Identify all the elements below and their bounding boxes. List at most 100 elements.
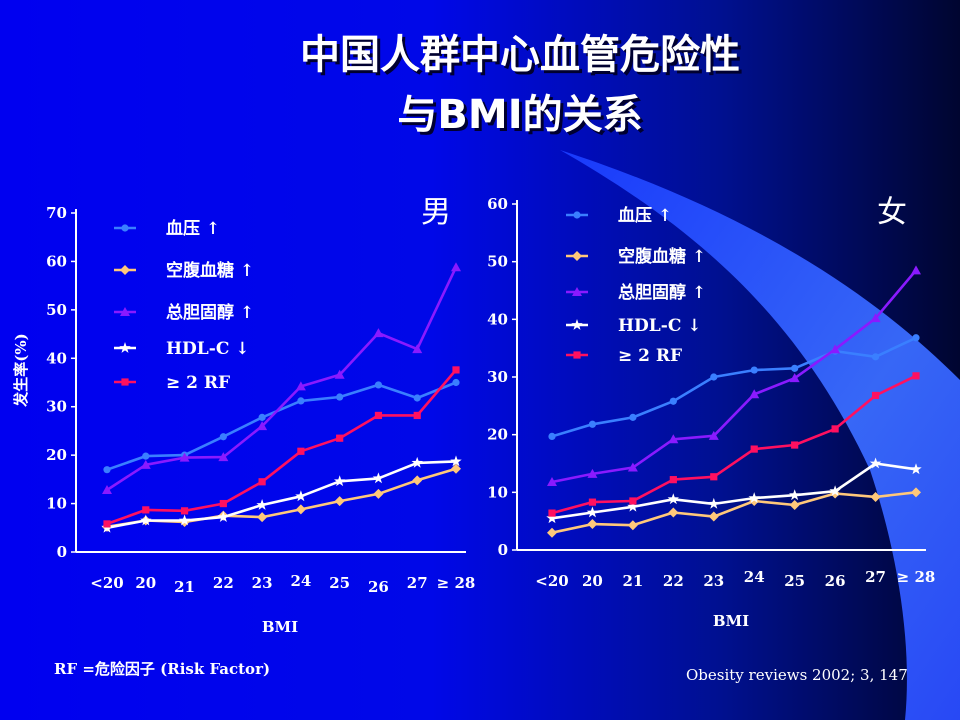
data-point [870,491,881,502]
data-point [791,364,799,372]
data-point [374,411,383,420]
data-point [102,485,112,495]
x-category-label: 27 [407,574,428,592]
data-point [336,434,344,442]
y-tick-label: 10 [487,483,508,501]
data-point [372,472,385,484]
y-tick-label: 40 [487,310,508,328]
x-category-label: 23 [703,572,724,590]
data-point [217,511,229,522]
data-point [667,493,679,505]
x-axis-title: BMI [262,618,298,636]
x-category-label: ≥ 28 [437,574,476,592]
x-category-label: 24 [290,572,311,590]
slide-title-line2: 与BMI的关系 [397,92,643,138]
data-point [103,466,111,474]
x-category-label: 20 [135,574,156,592]
data-point [911,487,921,498]
data-point [374,381,383,389]
legend-label: 空腹血糖 ↑ [618,246,706,267]
data-point [789,373,800,383]
legend-label: ≥ 2 RF [618,346,682,366]
data-point [548,509,556,517]
data-point [669,397,677,405]
legend-marker [573,351,581,359]
x-category-label: 26 [825,572,846,590]
data-point [336,393,344,401]
data-point [334,475,346,487]
legend-marker [121,378,129,386]
data-point [258,413,266,421]
data-point [258,478,266,486]
data-point [452,378,460,387]
legend-marker [572,251,582,261]
y-tick-label: 0 [57,543,67,561]
legend-marker [120,265,130,275]
data-point [334,496,345,507]
footnote-citation: Obesity reviews 2002; 3, 147 [686,666,908,684]
data-point [412,475,423,486]
data-point [140,459,151,469]
data-point [257,421,268,431]
x-category-label: 20 [582,572,603,590]
legend-label: HDL-C ↓ [618,316,702,336]
legend-marker [573,211,581,219]
series-line [551,374,917,515]
x-category-label: <20 [535,572,568,590]
y-tick-label: 30 [487,368,508,386]
legend-label: ≥ 2 RF [166,373,230,393]
x-category-label: 24 [744,568,765,586]
footnote-risk-factor: RF =危险因子 (Risk Factor) [54,660,271,678]
data-point [587,468,598,478]
data-point [373,488,384,499]
data-point [791,441,799,449]
y-tick-label: 50 [46,301,67,319]
legend-label: 血压 ↑ [618,205,672,226]
legend-marker [571,319,583,330]
series-line [551,462,917,520]
y-tick-label: 70 [46,204,67,222]
data-point [587,519,598,530]
data-point [218,452,229,462]
data-point [627,520,638,531]
data-point [142,506,150,514]
series-line [106,460,457,530]
legend-label: 空腹血糖 ↑ [166,260,254,281]
data-point [256,499,268,510]
data-point [668,434,679,444]
data-point [870,313,881,323]
data-point [789,500,800,511]
data-point [413,411,421,420]
legend-marker [120,307,130,316]
slide-title-line1: 中国人群中心血管危险性 [300,32,740,78]
y-tick-label: 30 [46,398,67,416]
y-tick-label: 60 [487,195,508,213]
x-category-label: 22 [663,572,684,590]
x-category-label: 23 [252,574,273,592]
y-tick-label: 40 [46,349,67,367]
x-category-label: 21 [622,572,643,590]
data-point [373,328,384,338]
y-tick-label: 20 [487,426,508,444]
chart-male: 0 10 20 30 40 50 60 70 <20 20 21 22 23 24 25 26 27 ≥ 28 BM… [12,195,476,636]
data-point [334,369,345,379]
data-point [748,492,760,503]
data-point [831,425,839,433]
data-point [450,455,462,467]
series-line [106,381,457,471]
data-point [178,514,191,526]
data-point [297,397,305,405]
data-point [142,452,150,460]
data-point [297,447,305,455]
data-point [627,462,638,472]
chart-female: 0 10 20 30 40 50 60 <20 20 21 22 23 24 25 26 27 ≥ 28 BMI 女… [487,195,936,630]
data-point [413,394,421,402]
data-point [710,473,718,481]
legend-label: 血压 ↑ [166,218,220,239]
data-point [140,514,152,526]
y-tick-label: 20 [46,446,67,464]
x-category-label: ≥ 28 [897,568,936,586]
data-point [629,497,637,505]
series-line [106,266,458,492]
